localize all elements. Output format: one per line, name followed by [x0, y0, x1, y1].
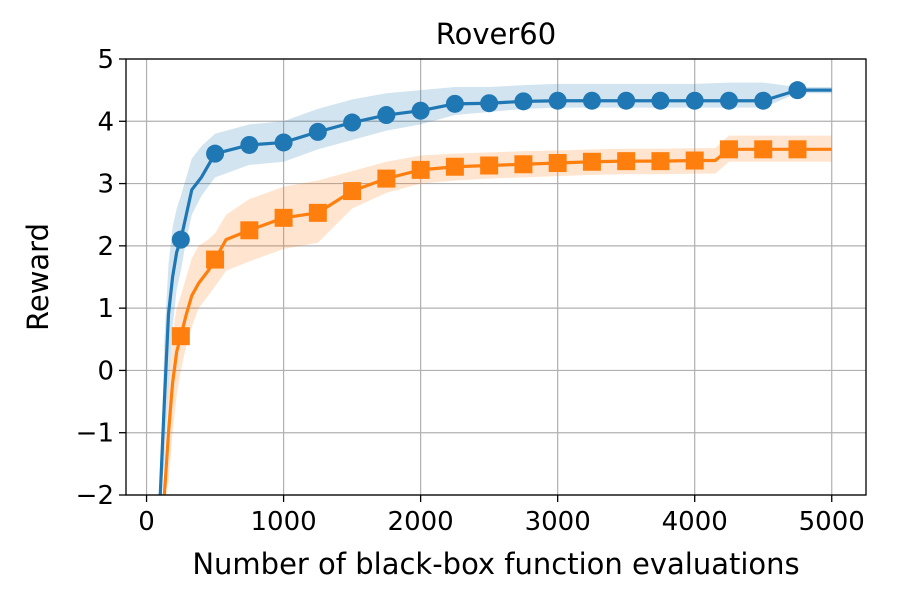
y-axis-title: Reward: [21, 223, 55, 331]
series-2-point: [548, 154, 567, 173]
y-tick-label: −1: [76, 419, 114, 449]
series-1-point: [377, 106, 396, 125]
series-1-point: [514, 92, 533, 111]
x-axis-title: Number of black-box function evaluations: [192, 547, 799, 581]
series-1-point: [206, 144, 225, 163]
series-1-point: [308, 122, 327, 141]
series-1-point: [685, 91, 704, 110]
series-1-point: [617, 91, 636, 110]
series-2-point: [377, 169, 396, 188]
x-tick-label: 5000: [799, 507, 865, 537]
series-1-point: [274, 133, 293, 152]
series-2-point: [788, 140, 807, 159]
y-tick-label: 1: [97, 294, 114, 324]
confidence-bands: [160, 82, 832, 495]
x-tick-label: 2000: [388, 507, 454, 537]
series-1-point: [582, 91, 601, 110]
series-1-point: [343, 113, 362, 132]
y-tick-label: 4: [97, 107, 114, 137]
series-1-point: [411, 101, 430, 120]
y-tick-label: 2: [97, 232, 114, 262]
series-1-point: [548, 91, 567, 110]
series-2-point: [582, 152, 601, 171]
y-tick-label: 3: [97, 170, 114, 200]
series-2-point: [240, 221, 259, 240]
series-2-point: [343, 182, 362, 201]
series-1-point: [445, 94, 464, 113]
series-2-band: [164, 135, 832, 495]
y-tick-label: −2: [76, 481, 114, 511]
x-tick-label: 3000: [525, 507, 591, 537]
series-1-point: [754, 91, 773, 110]
y-axis-ticks: −2 −1 0 1 2 3 4 5: [76, 45, 126, 511]
x-tick-label: 1000: [251, 507, 317, 537]
series-2-point: [719, 140, 738, 159]
x-tick-label: 0: [138, 507, 155, 537]
series-1-point: [240, 135, 259, 154]
chart-title: Rover60: [436, 17, 556, 51]
series-2-point: [171, 327, 190, 346]
series-2-point: [651, 152, 670, 171]
series-1-point: [788, 81, 807, 100]
series-2-point: [514, 155, 533, 174]
series-2-point: [480, 156, 499, 175]
series-2-point: [754, 140, 773, 159]
x-tick-label: 4000: [662, 507, 728, 537]
series-1-point: [480, 94, 499, 113]
series-2-point: [274, 208, 293, 227]
series-1-point: [651, 91, 670, 110]
series-1-point: [719, 91, 738, 110]
y-tick-label: 0: [97, 356, 114, 386]
plot-area-frame: [125, 58, 867, 496]
y-tick-label: 5: [97, 45, 114, 75]
x-axis-ticks: 0 1000 2000 3000 4000 5000: [138, 495, 865, 537]
series-2-point: [685, 151, 704, 170]
series-2-point: [308, 203, 327, 222]
series-2-point: [445, 157, 464, 176]
series-2-point: [617, 152, 636, 171]
series-2-point: [411, 160, 430, 179]
series-2-point: [206, 250, 225, 269]
series-1-point: [171, 230, 190, 249]
series-markers: [171, 81, 807, 346]
